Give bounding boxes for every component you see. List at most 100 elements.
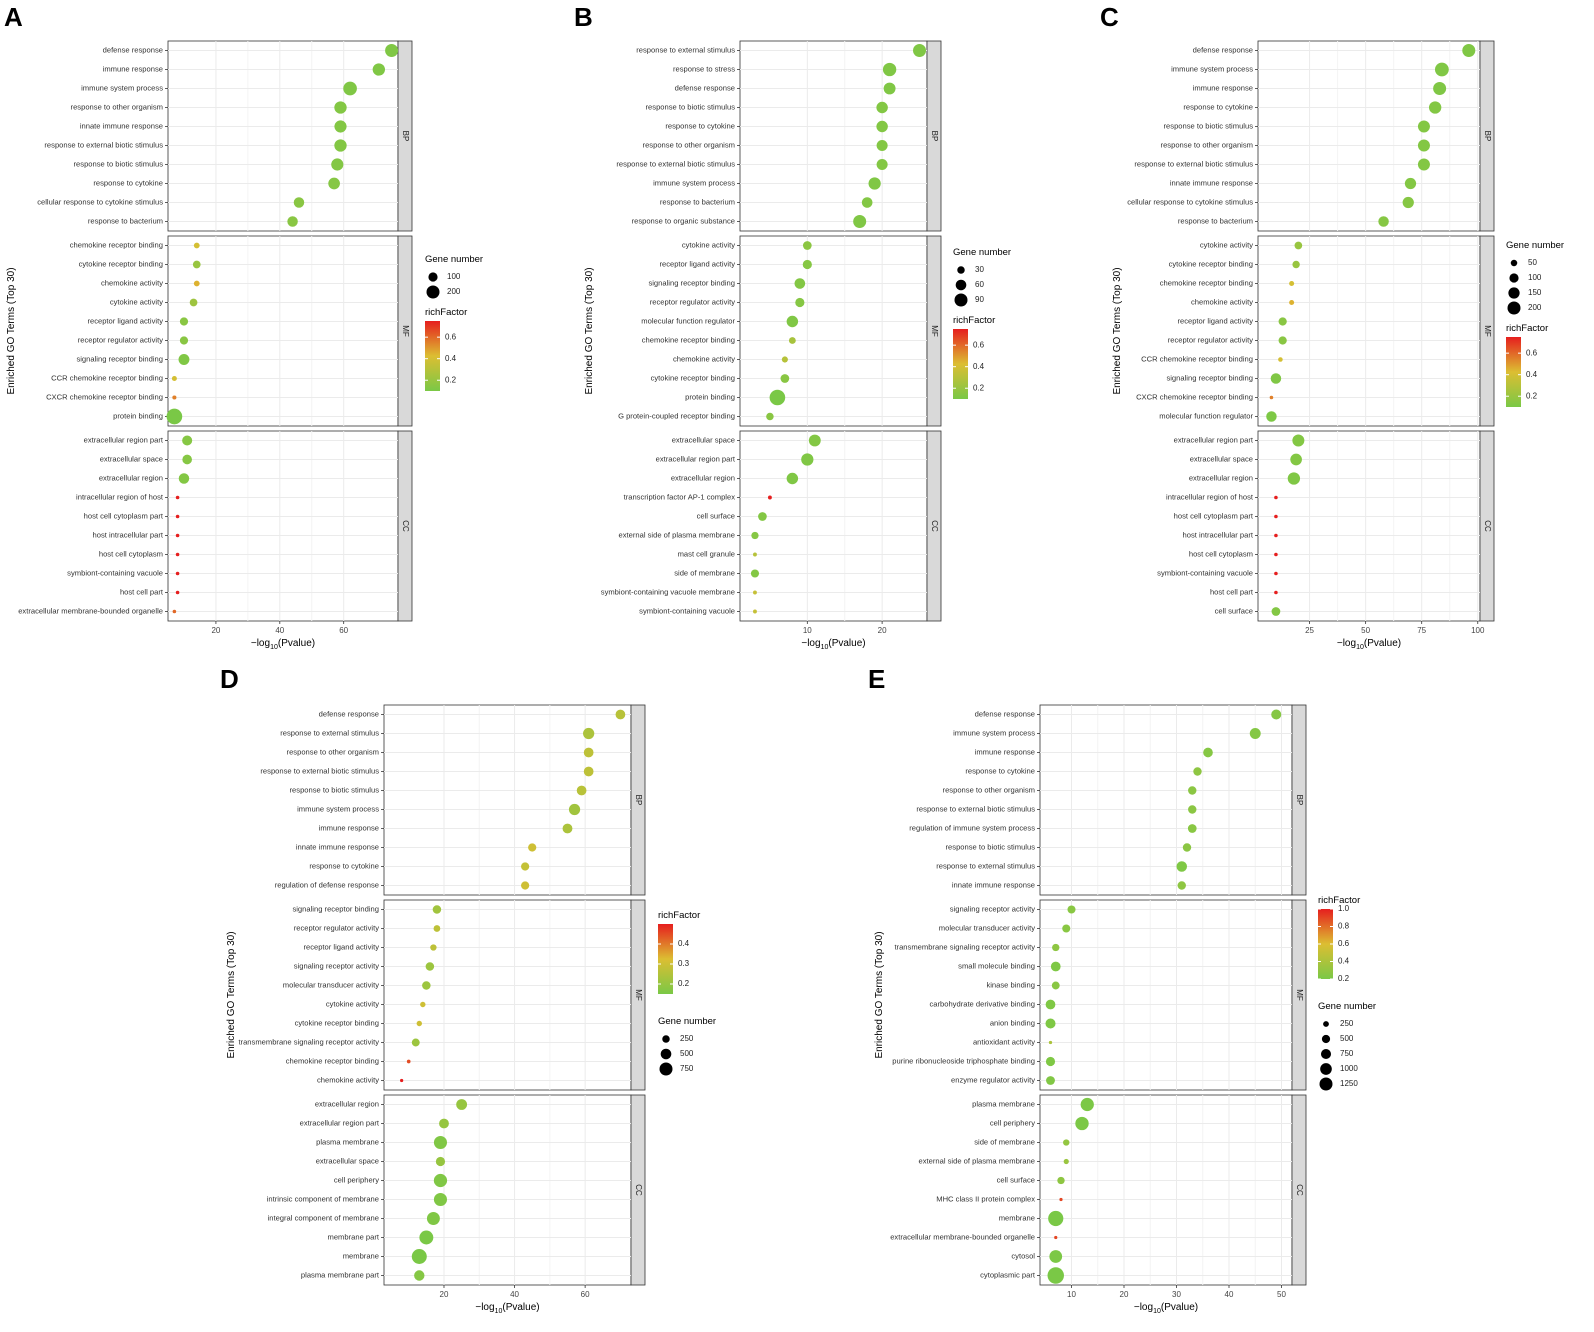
y-tick-label: chemokine activity (1191, 298, 1253, 307)
x-axis-title-main: −log (801, 638, 820, 649)
y-tick-label: signaling receptor binding (76, 355, 163, 364)
data-point (1274, 495, 1278, 500)
legend: Gene number 50 100 150 200 richFactor 0.2 0.4 0.… (1506, 240, 1564, 407)
legend: richFactor 0.2 0.3 0.4 Gene number 250 500 750 (658, 910, 716, 1076)
facet-strip (926, 40, 942, 232)
data-point (179, 317, 189, 326)
size-legend-dot (428, 272, 438, 282)
y-tick-label: transmembrane signaling receptor activit… (894, 943, 1035, 952)
data-point (433, 1135, 448, 1150)
y-tick-label: host cell cytoplasm part (1174, 512, 1254, 521)
facet-strip (630, 1094, 646, 1286)
x-tick-label: 30 (1172, 1290, 1181, 1299)
color-legend-label: 0.2 (445, 375, 457, 384)
data-point (171, 375, 177, 382)
y-tick-label: extracellular space (100, 455, 163, 464)
color-legend-label: 0.4 (1338, 957, 1350, 966)
y-tick-label: extracellular region part (300, 1119, 380, 1128)
data-point (406, 1059, 411, 1064)
data-point (1266, 411, 1277, 422)
y-tick-label: receptor ligand activity (303, 943, 379, 952)
data-point (802, 259, 812, 270)
color-legend-bar (425, 321, 440, 391)
facet-cc: CC extracellular region extracellular regi… (267, 1094, 646, 1286)
y-tick-label: extracellular membrane-bounded organelle (18, 607, 163, 616)
facet-bp: BP defense response response to external s… (260, 704, 646, 896)
size-legend-label: 60 (975, 280, 984, 289)
x-axis-title-main: −log (251, 638, 270, 649)
color-legend-label: 0.2 (1526, 391, 1538, 400)
y-tick-label: cytokine activity (326, 1000, 379, 1009)
y-tick-label: CXCR chemokine receptor binding (1136, 393, 1253, 402)
data-point (1182, 843, 1192, 852)
y-tick-label: cell periphery (990, 1119, 1035, 1128)
data-point (193, 242, 200, 249)
data-point (1417, 120, 1430, 133)
facet-frame (383, 899, 632, 1091)
facet-mf: MF signaling receptor activity molecular t… (892, 899, 1307, 1091)
data-point (1067, 905, 1076, 914)
data-point (568, 803, 581, 816)
x-tick-label: 20 (211, 626, 220, 635)
data-point (780, 374, 790, 383)
facet-frame (739, 40, 928, 232)
y-tick-label: cell surface (697, 512, 735, 521)
y-tick-label: immune response (975, 748, 1035, 757)
data-point (1278, 317, 1287, 326)
y-tick-label: immune system process (953, 729, 1035, 738)
y-tick-label: purine ribonucleoside triphosphate bindi… (892, 1057, 1035, 1066)
x-tick-label: 10 (1067, 1290, 1076, 1299)
panel-label: D (220, 664, 239, 694)
data-point (1188, 805, 1197, 814)
data-point (1075, 1116, 1089, 1131)
y-tick-label: chemokine receptor binding (286, 1057, 379, 1066)
y-tick-label: membrane part (328, 1233, 380, 1242)
y-tick-label: defense response (1193, 46, 1253, 55)
data-point (883, 82, 896, 95)
data-point (753, 590, 757, 595)
data-point (433, 1192, 448, 1207)
y-tick-label: molecular transducer activity (283, 981, 379, 990)
x-axis-title: −log10(Pvalue) (1134, 1302, 1198, 1315)
data-point (1045, 1056, 1056, 1067)
size-legend-label: 50 (1528, 258, 1537, 267)
color-legend-label: 0.6 (445, 332, 457, 341)
y-tick-label: enzyme regulator activity (951, 1076, 1035, 1085)
color-legend-label: 0.4 (678, 939, 690, 948)
data-point (1048, 1210, 1064, 1227)
data-point (1289, 280, 1295, 287)
data-point (189, 298, 198, 307)
facet-bp: BP defense response immune system process i… (1127, 40, 1495, 232)
y-tick-label: mast cell granule (678, 550, 735, 559)
y-tick-label: intracellular region of host (76, 493, 164, 502)
data-point (882, 62, 897, 77)
data-point (562, 823, 573, 834)
data-point (1292, 260, 1300, 269)
size-legend-dot (1319, 1077, 1333, 1091)
facet-strip (1291, 704, 1307, 896)
data-point (781, 356, 788, 363)
facet-strip-label: CC (1295, 1184, 1304, 1196)
data-point (416, 1020, 422, 1027)
y-tick-label: response to cytokine (665, 122, 735, 131)
y-tick-label: extracellular membrane-bounded organelle (890, 1233, 1035, 1242)
facet-mf: MF cytokine activity receptor ligand activ… (618, 235, 942, 427)
y-tick-label: transmembrane signaling receptor activit… (238, 1038, 379, 1047)
data-point (750, 569, 760, 578)
y-tick-label: response to biotic stimulus (290, 786, 380, 795)
data-point (1054, 1235, 1058, 1240)
size-legend-dot (660, 1048, 672, 1060)
panel-label: A (4, 2, 23, 32)
data-point (876, 101, 888, 114)
size-legend-title: Gene number (425, 254, 483, 265)
x-axis-title-sub: 10 (270, 644, 278, 651)
data-point (175, 514, 180, 519)
y-tick-label: cytosol (1011, 1252, 1035, 1261)
data-point (794, 278, 806, 289)
y-tick-label: protein binding (685, 393, 735, 402)
data-point (1203, 747, 1213, 758)
data-point (1270, 373, 1282, 384)
size-legend-label: 90 (975, 295, 984, 304)
y-tick-label: chemokine receptor binding (1160, 279, 1253, 288)
size-legend-label: 500 (1340, 1034, 1354, 1043)
